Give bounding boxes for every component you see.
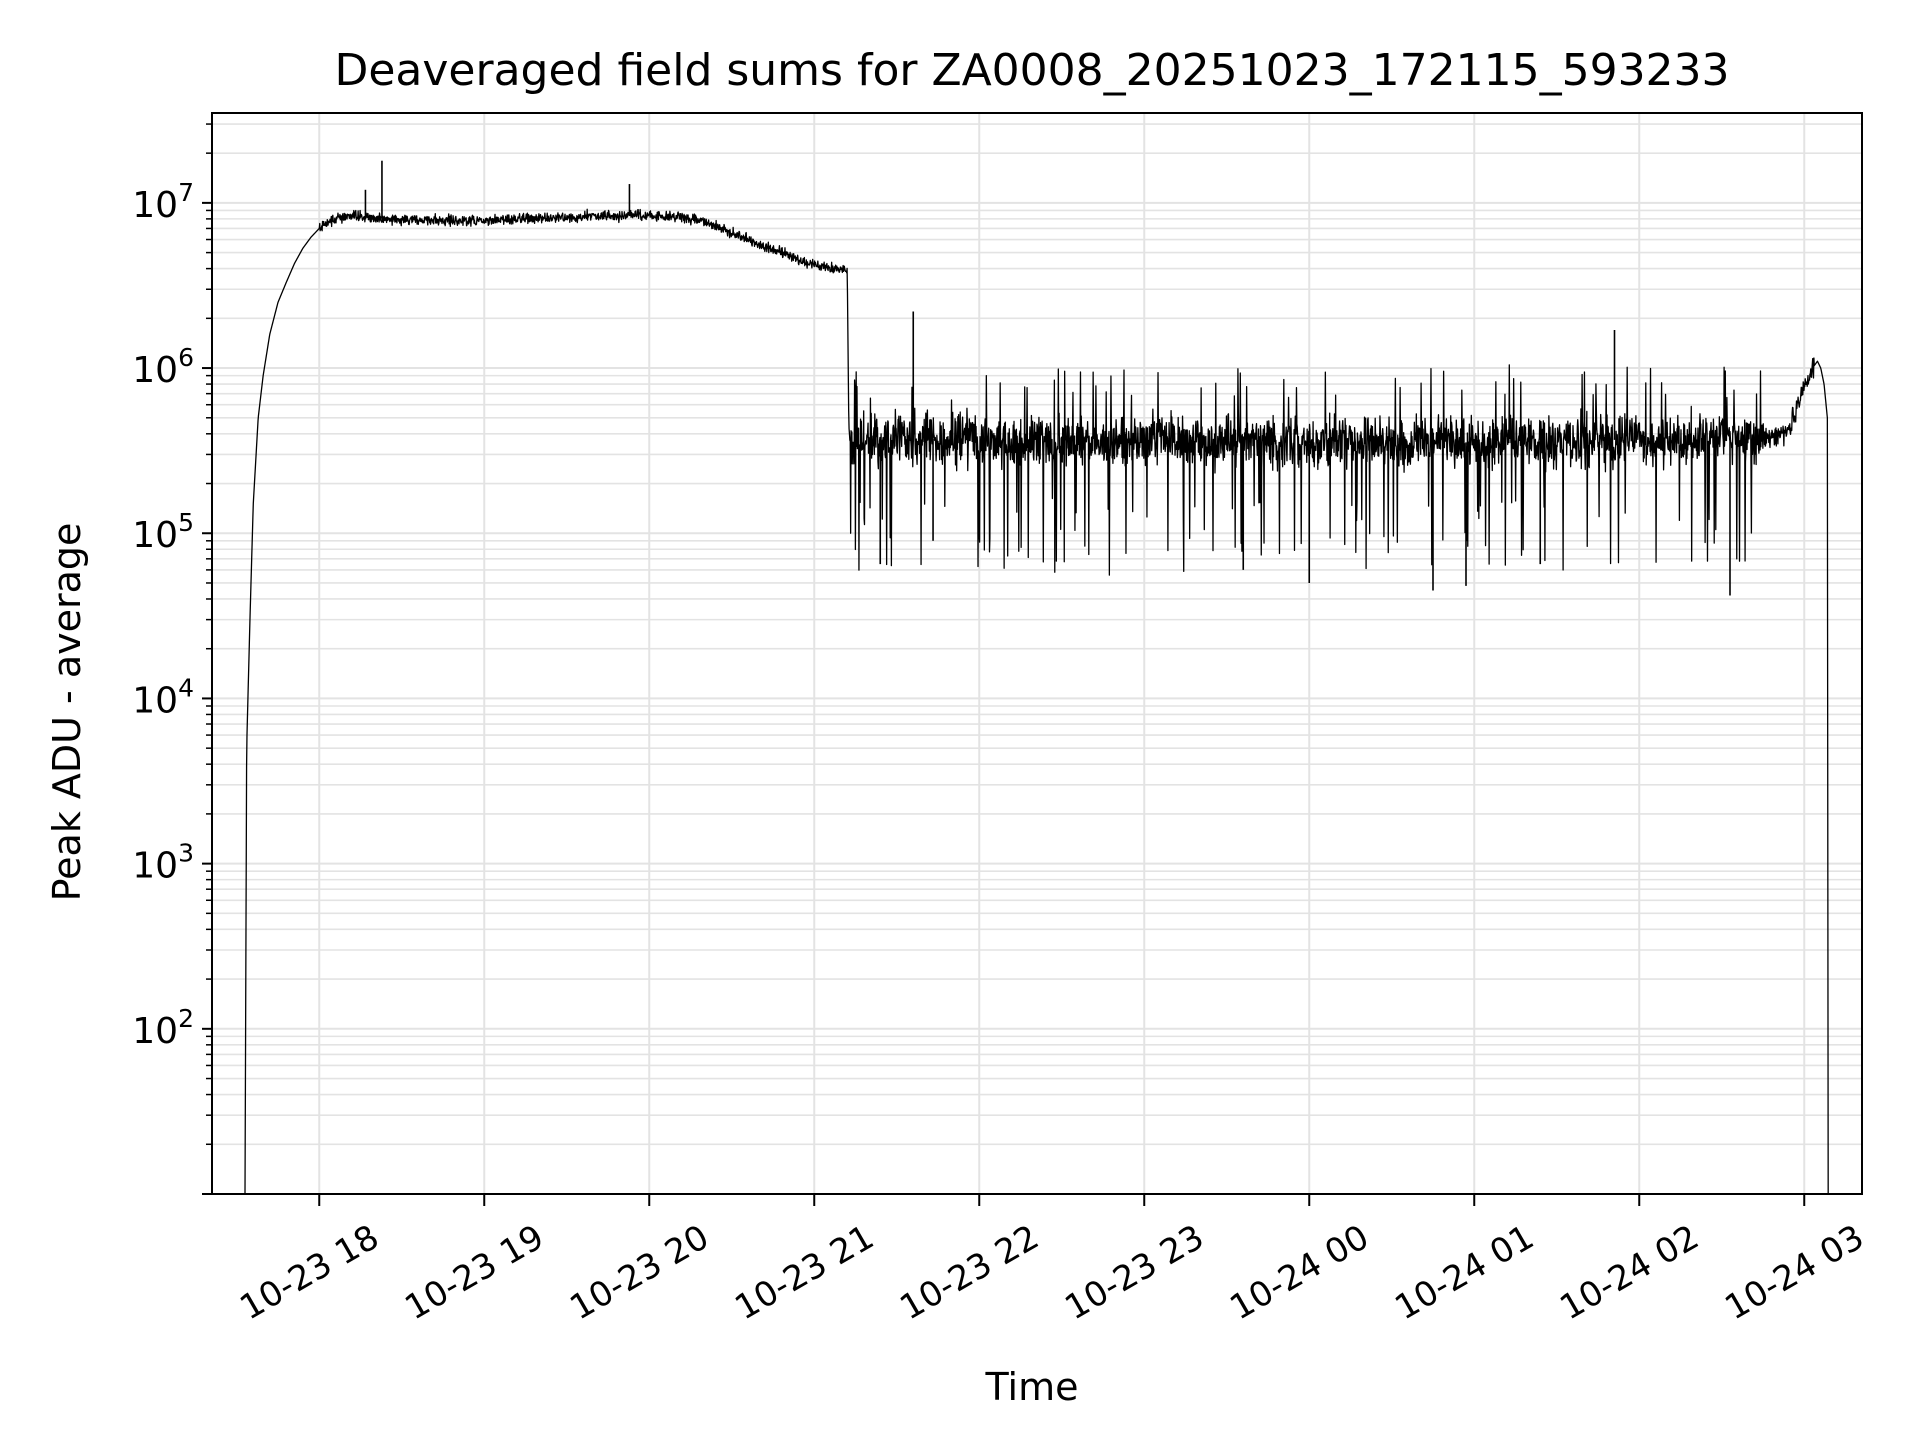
- y-axis-label: Peak ADU - average: [45, 523, 89, 902]
- series-line: [244, 208, 1829, 1195]
- y-tick-label: 105: [132, 508, 194, 556]
- x-axis-label: Time: [985, 1365, 1079, 1409]
- plot-frame: [211, 112, 1863, 1195]
- y-tick-label: 104: [132, 673, 194, 721]
- y-tick-label: 103: [132, 839, 194, 887]
- plot-area: [244, 160, 1829, 1195]
- y-tick-label: 106: [132, 343, 194, 391]
- y-tick-label: 102: [132, 1004, 194, 1052]
- y-tick-label: 107: [132, 178, 194, 226]
- chart-title: Deaveraged field sums for ZA0008_2025102…: [334, 45, 1729, 96]
